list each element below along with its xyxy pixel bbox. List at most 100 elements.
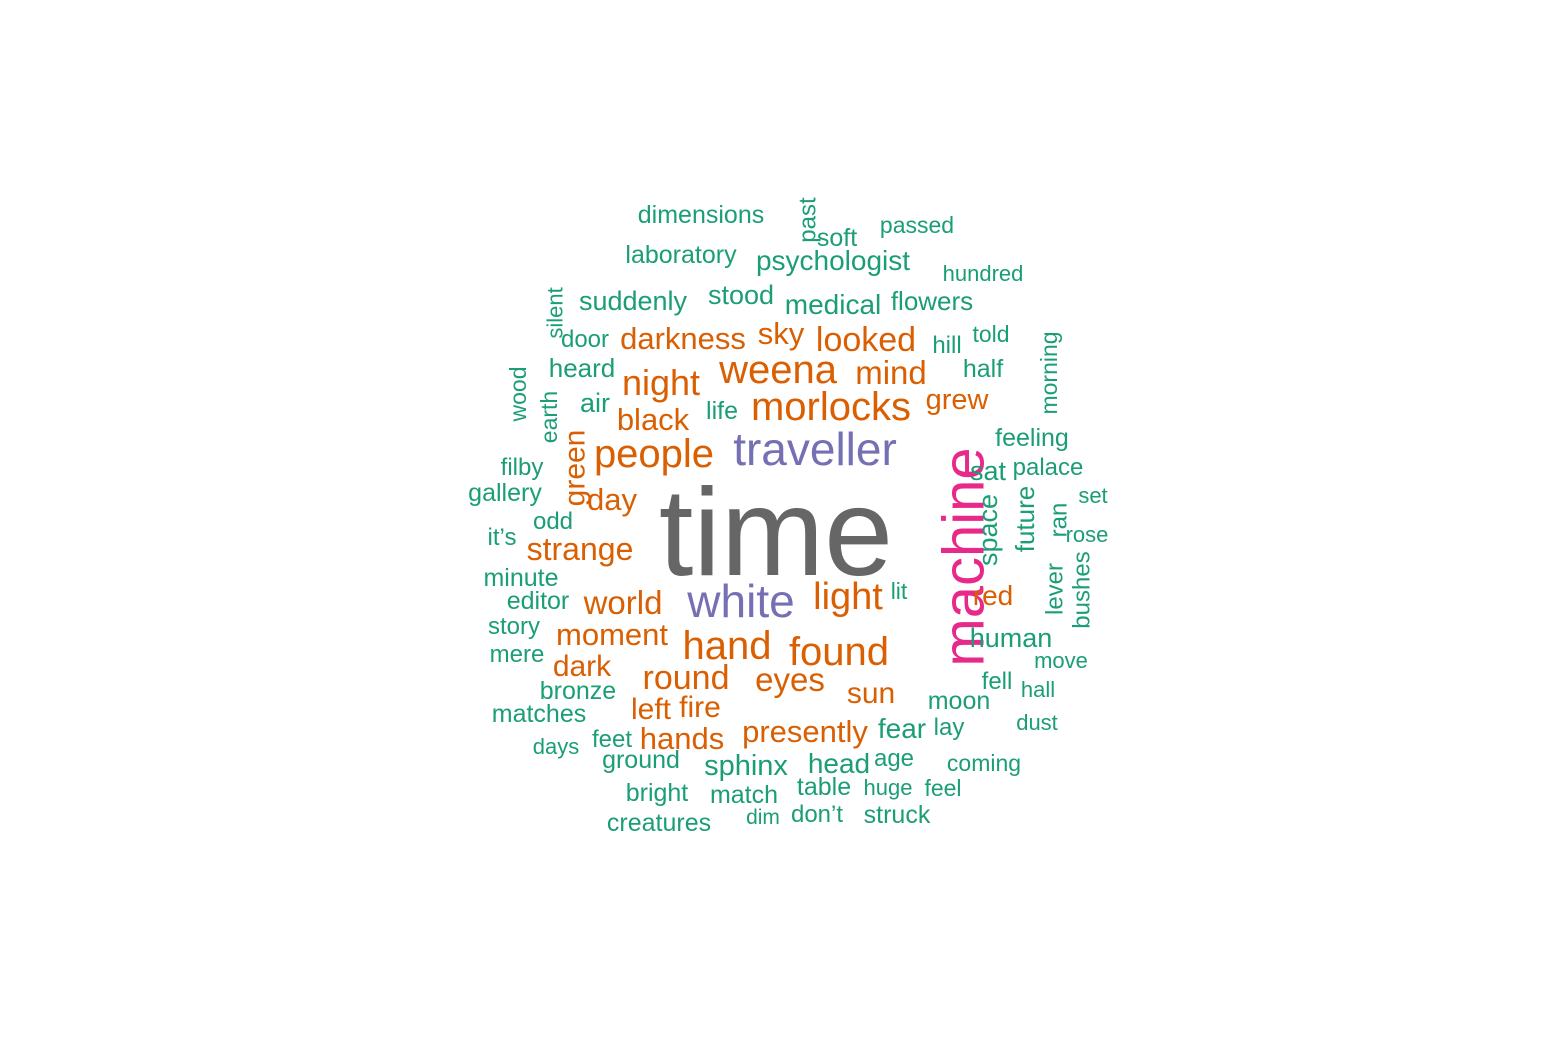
cloud-word-move: move — [1034, 648, 1088, 673]
cloud-word-coming: coming — [947, 750, 1021, 776]
cloud-word-feeling: feeling — [995, 424, 1069, 452]
cloud-word-days: days — [533, 734, 579, 759]
cloud-word-half: half — [963, 355, 1003, 383]
cloud-word-world: world — [583, 584, 663, 621]
cloud-word-editor: editor — [507, 587, 570, 615]
cloud-word-dimensions: dimensions — [638, 201, 764, 229]
cloud-word-sun: sun — [847, 677, 895, 710]
cloud-word-presently: presently — [742, 714, 868, 749]
cloud-word-air: air — [580, 388, 610, 418]
cloud-word-moment: moment — [556, 617, 668, 652]
cloud-word-told: told — [972, 321, 1009, 347]
cloud-word-passed: passed — [880, 212, 954, 238]
cloud-word-bronze: bronze — [540, 677, 616, 705]
cloud-word-fire: fire — [679, 691, 721, 724]
cloud-word-space: space — [973, 494, 1003, 566]
cloud-word-laboratory: laboratory — [625, 241, 737, 269]
cloud-word-dark: dark — [553, 650, 612, 683]
cloud-word-soft: soft — [817, 224, 857, 252]
cloud-word-mind: mind — [855, 354, 927, 391]
cloud-word-feel: feel — [924, 775, 961, 801]
cloud-word-red: red — [973, 580, 1013, 611]
cloud-word-medical: medical — [785, 289, 881, 320]
cloud-word-hands: hands — [640, 721, 724, 756]
cloud-word-hill: hill — [932, 332, 961, 359]
cloud-word-palace: palace — [1013, 454, 1084, 481]
cloud-word-darkness: darkness — [620, 321, 746, 356]
cloud-word-psychologist: psychologist — [756, 245, 910, 276]
cloud-word-day: day — [587, 482, 637, 517]
cloud-word-bright: bright — [626, 779, 689, 807]
cloud-word-rose: rose — [1066, 522, 1109, 547]
cloud-word-match: match — [710, 781, 778, 809]
cloud-word-mere: mere — [490, 641, 545, 668]
cloud-word-struck: struck — [864, 801, 931, 829]
cloud-word-life: life — [706, 397, 738, 425]
cloud-word-morning: morning — [1036, 331, 1062, 414]
cloud-word-wood: wood — [505, 367, 531, 423]
cloud-word-traveller: traveller — [733, 423, 897, 475]
cloud-word-past: past — [795, 197, 822, 243]
cloud-word-head: head — [808, 748, 870, 779]
cloud-word-black: black — [617, 402, 690, 437]
cloud-word-eyes: eyes — [755, 661, 825, 698]
cloud-word-hundred: hundred — [943, 261, 1024, 286]
cloud-word-sphinx: sphinx — [704, 750, 788, 782]
cloud-word-green: green — [559, 430, 592, 507]
cloud-word-night: night — [622, 362, 700, 403]
cloud-word-people: people — [594, 432, 714, 476]
cloud-word-set: set — [1078, 483, 1107, 508]
cloud-word-found: found — [789, 630, 889, 674]
cloud-word-weena: weena — [718, 348, 838, 392]
cloud-word-bushes: bushes — [1069, 551, 1096, 628]
cloud-word-fell: fell — [982, 668, 1013, 695]
cloud-word-story: story — [488, 613, 540, 640]
cloud-word-dust: dust — [1016, 710, 1058, 735]
cloud-word-suddenly: suddenly — [579, 286, 688, 316]
cloud-word-moon: moon — [928, 687, 991, 715]
cloud-word-lay: lay — [934, 714, 965, 741]
cloud-word-lit: lit — [891, 578, 908, 604]
cloud-word-sky: sky — [758, 316, 805, 351]
cloud-word-earth: earth — [536, 391, 562, 443]
cloud-word-time: time — [659, 464, 893, 602]
cloud-word-stood: stood — [708, 280, 774, 310]
cloud-word-silent: silent — [543, 287, 568, 338]
cloud-word-fear: fear — [878, 713, 926, 744]
cloud-word-odd: odd — [533, 508, 573, 535]
cloud-word-strange: strange — [527, 531, 634, 567]
cloud-word-looked: looked — [816, 321, 916, 359]
cloud-word-grew: grew — [926, 384, 990, 416]
cloud-word-future: future — [1010, 486, 1040, 553]
cloud-word-morlocks: morlocks — [751, 385, 911, 429]
cloud-word-round: round — [643, 659, 730, 697]
cloud-word-left: left — [631, 693, 672, 726]
cloud-word-door: door — [561, 326, 609, 353]
cloud-word-hand: hand — [683, 624, 772, 668]
cloud-word-feet: feet — [592, 726, 632, 753]
cloud-word-don-t: don’t — [791, 801, 843, 828]
cloud-word-table: table — [797, 773, 851, 801]
cloud-word-dim: dim — [746, 806, 780, 829]
cloud-word-ground: ground — [602, 746, 680, 774]
cloud-word-light: light — [813, 576, 883, 618]
cloud-word-flowers: flowers — [891, 286, 973, 316]
cloud-word-sat: sat — [970, 456, 1007, 486]
cloud-word-lever: lever — [1042, 563, 1069, 615]
cloud-word-creatures: creatures — [607, 809, 711, 837]
cloud-word-heard: heard — [549, 353, 616, 383]
cloud-word-minute: minute — [483, 564, 558, 592]
cloud-word-white: white — [686, 575, 794, 627]
cloud-word-age: age — [874, 745, 914, 772]
cloud-word-machine: machine — [932, 447, 997, 666]
cloud-word-filby: filby — [501, 454, 544, 481]
cloud-word-it-s: it’s — [488, 524, 517, 551]
cloud-word-hall: hall — [1021, 677, 1055, 702]
cloud-word-ran: ran — [1046, 503, 1073, 538]
cloud-word-human: human — [970, 623, 1053, 653]
cloud-word-huge: huge — [864, 775, 913, 800]
cloud-word-matches: matches — [492, 700, 586, 728]
cloud-word-gallery: gallery — [468, 479, 542, 507]
